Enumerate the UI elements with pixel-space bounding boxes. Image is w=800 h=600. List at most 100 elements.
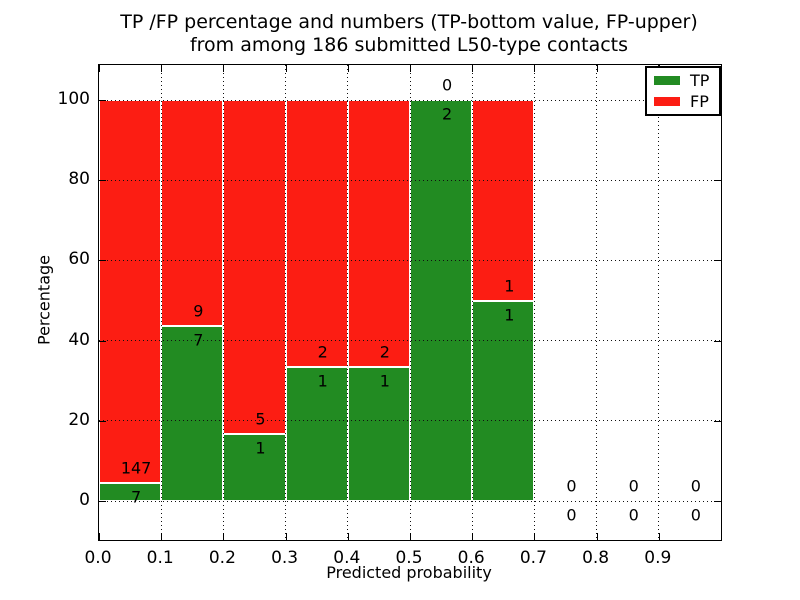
chart-title-line2: from among 186 submitted L50-type contac… [189,34,629,56]
fp-bar-segment [472,100,535,301]
legend-item-fp: FP [654,92,712,111]
fp-count-label: 0 [442,75,453,95]
x-tick-label: 0.2 [208,548,236,568]
tp-count-label: 1 [504,305,515,324]
y-axis-tick-right [714,180,721,182]
y-axis-tick-right [714,340,721,342]
chart-title-line1: TP /FP percentage and numbers (TP-bottom… [120,11,698,33]
x-axis-tick-top [223,65,225,72]
x-tick-label: 0.0 [84,548,112,568]
x-axis-label: Predicted probability [326,563,492,582]
tp-count-label: 1 [317,371,328,391]
gridline-vertical [658,65,660,540]
tp-count-label: 0 [690,505,701,525]
fp-count-label: 0 [628,476,639,496]
x-axis-tick-top [472,65,474,72]
y-axis-tick [99,420,106,422]
y-axis-tick-right [714,260,721,262]
fp-count-label: 1 [504,276,515,295]
x-axis-tick [223,533,225,540]
fp-bar-segment [161,100,224,326]
y-axis-tick [99,180,106,182]
tp-color-swatch [654,76,680,85]
x-axis-tick [347,533,349,540]
tp-count-label: 7 [193,330,204,350]
fp-count-label: 147 [120,458,152,478]
legend-item-tp: TP [654,71,712,90]
gridline-vertical [533,65,535,540]
tp-count-label: 2 [442,104,453,124]
y-tick-label: 40 [68,329,90,350]
x-tick-label: 0.4 [333,548,361,568]
x-axis-tick [410,533,411,540]
gridline-vertical [160,65,162,540]
tp-bar-segment [223,434,286,501]
x-axis-tick-top [534,65,536,72]
legend-label-tp: TP [690,71,710,90]
gridline-horizontal [99,179,721,181]
x-tick-label: 0.9 [644,548,672,568]
tp-count-label: 1 [255,438,266,458]
x-axis-tick [658,533,660,540]
gridline-vertical [596,65,598,540]
y-axis-tick-right [714,501,721,502]
x-tick-label: 0.7 [519,548,547,568]
tp-bar-segment [161,325,224,501]
y-tick-label: 80 [68,169,90,190]
legend-label-fp: FP [690,92,709,111]
y-axis-tick [99,340,106,342]
gridline-vertical [471,65,473,540]
x-axis-tick-top [99,65,100,72]
x-axis-tick [285,533,287,540]
x-axis-tick [534,533,536,540]
tp-bar-segment [285,367,348,501]
fp-bar-segment [99,100,162,483]
chart-title: TP /FP percentage and numbers (TP-bottom… [98,11,720,57]
fp-count-label: 5 [255,409,266,429]
x-tick-label: 0.3 [271,548,299,568]
gridline-vertical [222,65,224,540]
x-tick-label: 0.1 [146,548,174,568]
gridline-vertical [285,65,287,540]
gridline-vertical [409,65,411,540]
gridline-vertical [347,65,349,540]
tp-bar-segment [472,300,535,501]
x-tick-label: 0.6 [457,548,485,568]
y-tick-label: 20 [68,409,90,430]
gridline-horizontal [99,259,721,261]
x-axis-tick-top [596,65,598,72]
fp-count-label: 9 [193,301,204,321]
fp-color-swatch [654,97,680,106]
fp-bar-segment [223,100,286,435]
legend: TP FP [645,66,721,116]
fp-count-label: 0 [566,476,577,496]
x-axis-tick-top [161,65,163,72]
plot-area: 147 7 9 7 5 1 2 1 2 1 0 2 1 1 0 0 0 0 0 0 [98,64,722,541]
fp-count-label: 2 [379,342,390,362]
y-tick-label: 100 [57,89,90,109]
fp-count-label: 2 [317,342,328,362]
tp-bar-segment [410,100,473,501]
y-axis-tick [99,501,106,502]
x-axis-tick [472,533,474,540]
x-axis-tick [596,533,598,540]
y-axis-tick [99,260,106,262]
fp-bar-segment [347,100,410,368]
x-axis-tick [99,533,100,540]
x-axis-tick-top [347,65,349,72]
gridline-horizontal [99,420,721,422]
x-tick-label: 0.8 [582,548,610,568]
y-axis-tick-right [714,420,721,422]
tp-bar-segment [99,482,162,501]
y-tick-label: 60 [68,249,90,270]
tp-count-label: 1 [379,371,390,391]
y-axis-tick [99,100,106,101]
gridline-horizontal [99,99,721,101]
x-tick-label: 0.5 [395,548,423,568]
tp-count-label: 0 [566,505,577,525]
gridline-horizontal [99,340,721,342]
tp-count-label: 0 [628,505,639,525]
tp-bar-segment [347,367,410,501]
x-axis-tick [161,533,163,540]
